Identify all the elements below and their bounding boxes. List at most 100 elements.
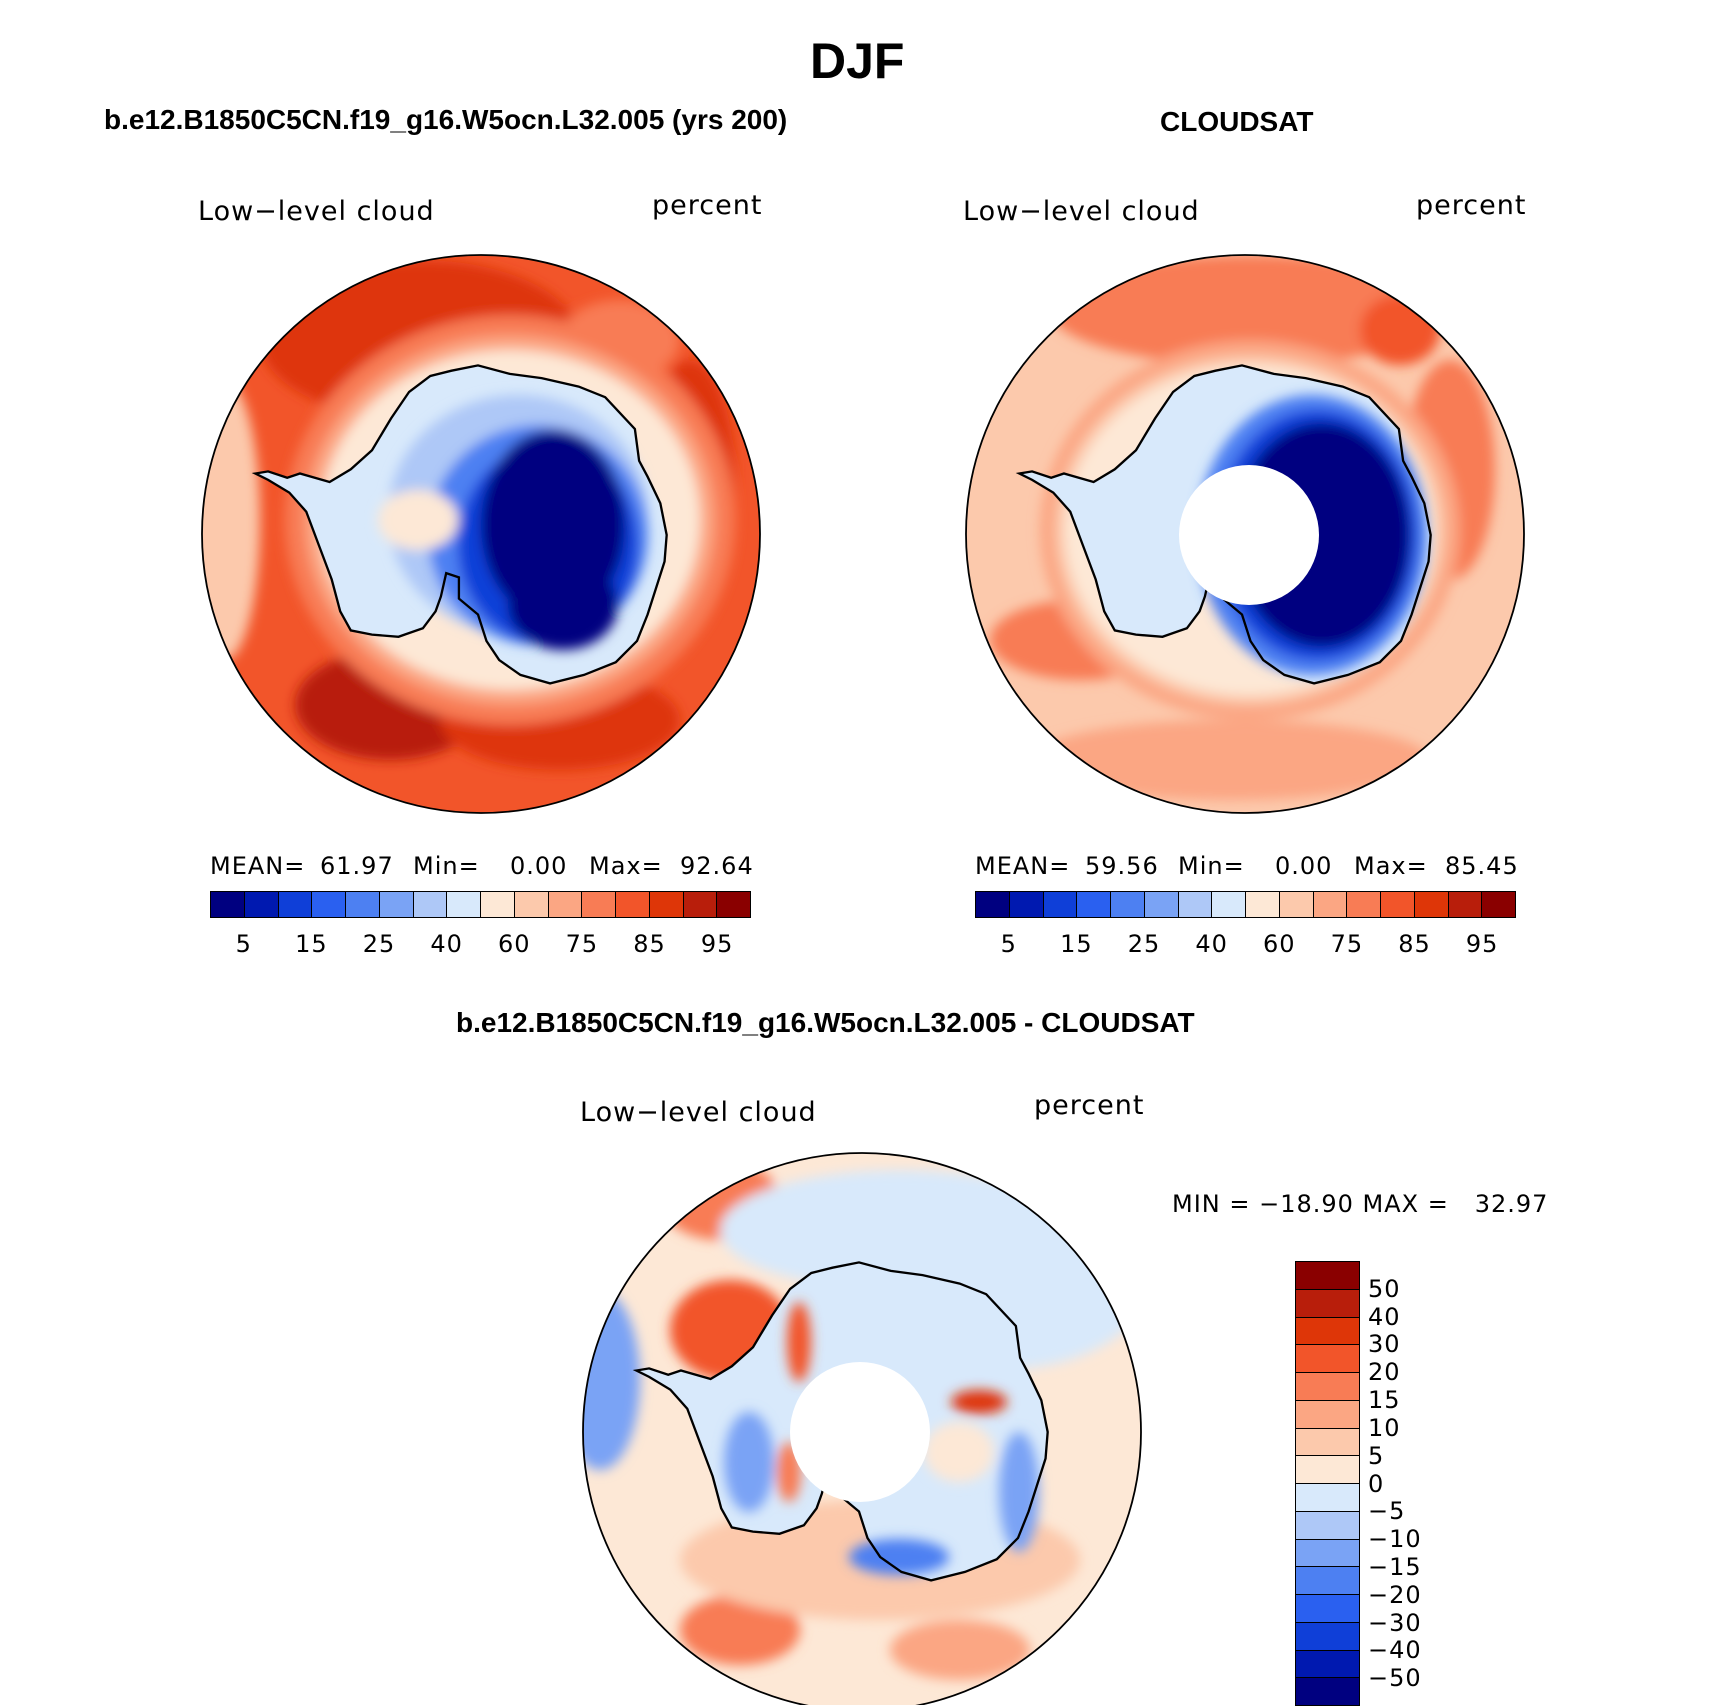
obs-colorbar-cell — [1414, 892, 1449, 917]
obs-min-label: Min= — [1178, 852, 1245, 880]
diff-colorbar-cell — [1296, 1373, 1359, 1401]
diff-colorbar-tick-label: −20 — [1368, 1580, 1422, 1609]
model-max-value: 92.64 — [680, 852, 754, 880]
figure-title: DJF — [810, 33, 905, 89]
model-colorbar-tick-label: 95 — [700, 930, 734, 958]
diff-colorbar-cell — [1296, 1317, 1359, 1346]
obs-colorbar-cell — [1448, 892, 1483, 917]
diff-colorbar-tick-label: 40 — [1368, 1302, 1401, 1331]
diff-colorbar-tick-label: −5 — [1368, 1497, 1406, 1526]
model-variable-label: Low−level cloud — [198, 196, 435, 227]
obs-colorbar-tick-label: 40 — [1195, 930, 1228, 958]
model-colorbar-cell — [582, 892, 616, 917]
obs-colorbar-tick-label: 75 — [1330, 930, 1364, 958]
diff-colorbar-cell — [1296, 1539, 1359, 1568]
diff-colorbar-cell — [1296, 1428, 1359, 1457]
obs-colorbar-tick-label: 60 — [1263, 930, 1296, 958]
obs-colorbar-tick-label: 15 — [1060, 930, 1093, 958]
diff-map — [582, 1152, 1142, 1705]
model-colorbar-tick-label: 25 — [362, 930, 396, 958]
diff-colorbar-tick-label: −10 — [1368, 1525, 1422, 1554]
diff-colorbar-cell — [1296, 1622, 1359, 1651]
diff-colorbar-cell — [1296, 1650, 1359, 1679]
model-colorbar-tick-label: 5 — [235, 930, 252, 958]
diff-colorbar-cell — [1296, 1345, 1359, 1373]
diff-colorbar-tick-label: 15 — [1368, 1386, 1401, 1415]
diff-colorbar-cell — [1296, 1456, 1359, 1484]
diff-colorbar-tick-label: 30 — [1368, 1330, 1401, 1359]
model-colorbar-tick-label: 15 — [295, 930, 328, 958]
model-colorbar-cell — [683, 892, 718, 917]
model-colorbar-cell — [447, 892, 481, 917]
diff-colorbar-tick-label: 0 — [1368, 1469, 1385, 1498]
model-panel-title: b.e12.B1850C5CN.f19_g16.W5ocn.L32.005 (y… — [104, 104, 788, 135]
diff-colorbar-cell — [1296, 1289, 1359, 1318]
obs-mean-label: MEAN= — [975, 852, 1071, 880]
model-min-label: Min= — [413, 852, 480, 880]
obs-colorbar-cell — [1279, 892, 1314, 917]
obs-colorbar-cell — [1212, 892, 1246, 917]
obs-colorbar-cell — [1111, 892, 1145, 917]
model-mean-value: 61.97 — [320, 852, 394, 880]
model-colorbar-cell — [211, 892, 245, 917]
diff-colorbar-tick-label: −15 — [1368, 1552, 1422, 1581]
obs-variable-label: Low−level cloud — [963, 196, 1200, 227]
obs-colorbar-cell — [1043, 892, 1078, 917]
obs-map — [965, 254, 1525, 814]
diff-colorbar-tick-label: −40 — [1368, 1636, 1422, 1665]
obs-max-value: 85.45 — [1445, 852, 1519, 880]
obs-colorbar-cell — [1178, 892, 1213, 917]
model-colorbar-cell — [379, 892, 414, 917]
diff-stats: MIN = −18.90 MAX = 32.97 — [1172, 1190, 1549, 1218]
model-colorbar-cell — [413, 892, 448, 917]
diff-colorbar-cell — [1296, 1484, 1359, 1512]
obs-colorbar-cell — [1077, 892, 1111, 917]
obs-colorbar-cell — [1144, 892, 1179, 917]
model-map — [201, 254, 761, 814]
diff-colorbar-cell — [1296, 1678, 1359, 1705]
diff-colorbar-tick-label: −50 — [1368, 1664, 1422, 1693]
model-colorbar-cell — [346, 892, 380, 917]
obs-units-label: percent — [1416, 190, 1527, 221]
model-colorbar-cell — [278, 892, 313, 917]
diff-colorbar-tick-label: 20 — [1368, 1358, 1401, 1387]
obs-colorbar-cell — [1313, 892, 1348, 917]
model-colorbar-cell — [717, 892, 750, 917]
model-colorbar-cell — [649, 892, 684, 917]
obs-colorbar — [975, 891, 1516, 918]
obs-colorbar-tick-label: 5 — [1000, 930, 1017, 958]
obs-colorbar-tick-label: 85 — [1398, 930, 1431, 958]
model-colorbar — [210, 891, 751, 918]
diff-panel-title: b.e12.B1850C5CN.f19_g16.W5ocn.L32.005 - … — [456, 1007, 1195, 1038]
model-mean-label: MEAN= — [210, 852, 306, 880]
model-colorbar-cell — [548, 892, 583, 917]
diff-colorbar-tick-label: 50 — [1368, 1274, 1401, 1303]
diff-variable-label: Low−level cloud — [580, 1097, 817, 1128]
diff-colorbar-tick-label: −30 — [1368, 1608, 1422, 1637]
obs-colorbar-cell — [1381, 892, 1415, 917]
model-colorbar-cell — [481, 892, 515, 917]
obs-colorbar-tick-label: 95 — [1465, 930, 1499, 958]
model-colorbar-cell — [312, 892, 346, 917]
obs-max-label: Max= — [1354, 852, 1428, 880]
obs-colorbar-cell — [1482, 892, 1515, 917]
model-colorbar-cell — [244, 892, 279, 917]
model-colorbar-cell — [514, 892, 549, 917]
model-colorbar-tick-label: 40 — [430, 930, 463, 958]
diff-colorbar — [1295, 1261, 1360, 1706]
obs-mean-value: 59.56 — [1085, 852, 1159, 880]
model-min-value: 0.00 — [510, 852, 568, 880]
diff-colorbar-cell — [1296, 1595, 1359, 1623]
diff-colorbar-cell — [1296, 1262, 1359, 1290]
diff-colorbar-cell — [1296, 1400, 1359, 1429]
obs-colorbar-tick-label: 25 — [1127, 930, 1161, 958]
diff-units-label: percent — [1034, 1090, 1145, 1121]
model-colorbar-tick-label: 85 — [633, 930, 666, 958]
obs-colorbar-cell — [1246, 892, 1280, 917]
model-max-label: Max= — [589, 852, 663, 880]
obs-colorbar-cell — [1347, 892, 1381, 917]
model-colorbar-tick-label: 75 — [565, 930, 599, 958]
obs-colorbar-cell — [976, 892, 1010, 917]
diff-colorbar-cell — [1296, 1567, 1359, 1595]
diff-colorbar-tick-label: 10 — [1368, 1413, 1401, 1442]
